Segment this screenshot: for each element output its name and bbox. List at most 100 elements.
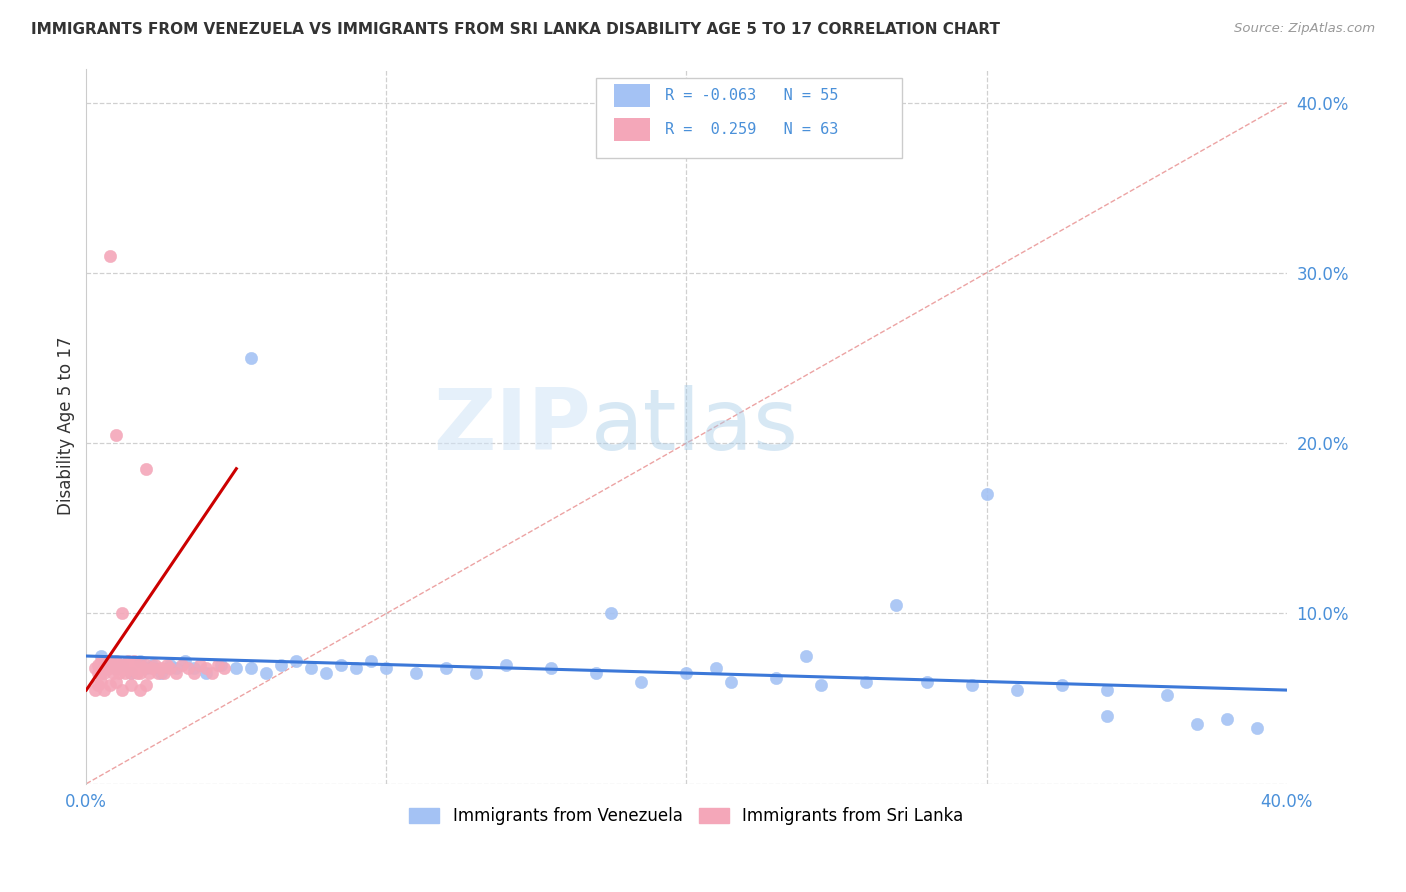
- Point: [93, 683, 115, 698]
- Text: atlas: atlas: [591, 384, 799, 467]
- FancyBboxPatch shape: [596, 78, 903, 158]
- Point: [87, 657, 110, 672]
- Point: [165, 666, 187, 681]
- Point: [111, 661, 134, 675]
- Point: [108, 657, 131, 672]
- Point: [90, 666, 112, 681]
- Point: [105, 674, 128, 689]
- Point: [90, 674, 112, 689]
- Point: [1095, 708, 1118, 723]
- Point: [195, 661, 218, 675]
- Point: [240, 351, 263, 365]
- Point: [98, 249, 121, 263]
- Point: [183, 661, 205, 675]
- Point: [93, 666, 115, 681]
- Point: [148, 666, 170, 681]
- Text: ZIP: ZIP: [433, 384, 591, 467]
- Point: [188, 657, 211, 672]
- Point: [285, 654, 308, 668]
- Point: [98, 661, 121, 675]
- Point: [976, 487, 998, 501]
- Point: [150, 666, 173, 681]
- Point: [201, 666, 224, 681]
- Point: [645, 112, 668, 127]
- Point: [1246, 721, 1268, 735]
- Point: [93, 657, 115, 672]
- Point: [129, 666, 152, 681]
- Y-axis label: Disability Age 5 to 17: Disability Age 5 to 17: [58, 337, 75, 516]
- Point: [315, 666, 337, 681]
- Point: [84, 661, 107, 675]
- Point: [111, 607, 134, 621]
- Point: [1050, 678, 1073, 692]
- Point: [108, 666, 131, 681]
- Point: [270, 657, 292, 672]
- Point: [129, 683, 152, 698]
- Point: [405, 666, 427, 681]
- Point: [225, 661, 247, 675]
- Point: [127, 661, 149, 675]
- Point: [1185, 717, 1208, 731]
- Point: [177, 661, 200, 675]
- Point: [138, 666, 160, 681]
- Point: [103, 666, 125, 681]
- Point: [299, 661, 322, 675]
- Point: [135, 661, 157, 675]
- Point: [129, 657, 152, 672]
- Legend: Immigrants from Venezuela, Immigrants from Sri Lanka: Immigrants from Venezuela, Immigrants fr…: [409, 807, 963, 825]
- Point: [153, 666, 176, 681]
- Point: [675, 666, 697, 681]
- Point: [120, 666, 142, 681]
- Point: [90, 661, 112, 675]
- Point: [434, 661, 457, 675]
- Point: [98, 654, 121, 668]
- Point: [1005, 683, 1028, 698]
- Point: [209, 657, 232, 672]
- Point: [855, 674, 877, 689]
- Point: [630, 674, 652, 689]
- Point: [120, 666, 142, 681]
- Point: [111, 683, 134, 698]
- Text: R = -0.063   N = 55: R = -0.063 N = 55: [665, 87, 838, 103]
- Point: [172, 657, 194, 672]
- Point: [141, 657, 163, 672]
- Point: [165, 661, 187, 675]
- Point: [135, 461, 157, 475]
- Point: [124, 661, 146, 675]
- Point: [127, 666, 149, 681]
- Point: [375, 661, 398, 675]
- Point: [1215, 712, 1237, 726]
- Point: [254, 666, 277, 681]
- Point: [495, 657, 517, 672]
- Point: [105, 427, 128, 442]
- Point: [105, 654, 128, 668]
- Point: [141, 661, 163, 675]
- Point: [159, 657, 181, 672]
- Text: Source: ZipAtlas.com: Source: ZipAtlas.com: [1234, 22, 1375, 36]
- Point: [111, 657, 134, 672]
- Point: [765, 671, 787, 685]
- Point: [124, 654, 146, 668]
- Point: [796, 648, 818, 663]
- Point: [90, 654, 112, 668]
- Point: [90, 648, 112, 663]
- Point: [183, 666, 205, 681]
- FancyBboxPatch shape: [614, 84, 651, 107]
- Point: [150, 661, 173, 675]
- Point: [1095, 683, 1118, 698]
- Point: [344, 661, 367, 675]
- Point: [159, 661, 181, 675]
- Point: [207, 657, 229, 672]
- Point: [600, 607, 623, 621]
- Point: [810, 678, 832, 692]
- Text: IMMIGRANTS FROM VENEZUELA VS IMMIGRANTS FROM SRI LANKA DISABILITY AGE 5 TO 17 CO: IMMIGRANTS FROM VENEZUELA VS IMMIGRANTS …: [31, 22, 1000, 37]
- Point: [240, 661, 263, 675]
- Point: [915, 674, 938, 689]
- Point: [960, 678, 983, 692]
- Point: [886, 598, 908, 612]
- Point: [105, 661, 128, 675]
- Point: [195, 666, 218, 681]
- Point: [120, 657, 142, 672]
- Point: [98, 678, 121, 692]
- Point: [96, 661, 118, 675]
